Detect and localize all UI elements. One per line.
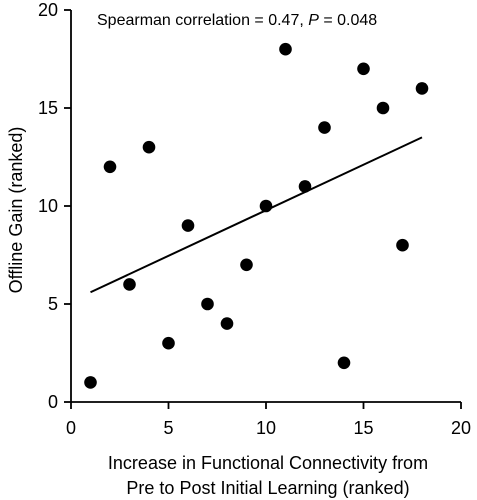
data-point: [240, 258, 253, 272]
y-axis-label: Offline Gain (ranked): [6, 127, 26, 294]
data-point: [142, 140, 156, 154]
x-tick-label: 10: [256, 418, 276, 438]
data-point: [396, 238, 409, 252]
data-point: [220, 317, 234, 330]
data-point: [259, 199, 273, 213]
chart-annotation: Spearman correlation = 0.47, P = 0.048: [97, 12, 377, 29]
data-point: [103, 160, 117, 174]
data-point: [318, 121, 331, 134]
x-axis-label-line-1: Increase in Functional Connectivity from: [108, 453, 428, 473]
y-tick-label: 15: [38, 98, 58, 118]
data-point: [337, 356, 351, 370]
axes: 0 5 10 15 20 0 5 10 15 20: [38, 0, 471, 438]
x-tick-label: 0: [66, 418, 76, 438]
data-points: [84, 42, 429, 389]
data-point: [181, 219, 195, 232]
data-point: [415, 82, 429, 95]
y-tick-label: 10: [38, 196, 58, 216]
x-tick-label: 15: [353, 418, 373, 438]
data-point: [279, 42, 292, 56]
data-point: [357, 62, 370, 76]
data-point: [123, 278, 136, 291]
data-point: [84, 376, 97, 389]
data-point: [376, 101, 390, 115]
x-axis-label-line-2: Pre to Post Initial Learning (ranked): [126, 478, 409, 498]
y-tick-label: 5: [48, 294, 58, 314]
x-tick-label: 5: [163, 418, 173, 438]
data-point: [201, 297, 214, 311]
annotation-p-symbol: P: [308, 12, 319, 29]
y-tick-label: 0: [48, 392, 58, 412]
x-tick-label: 20: [451, 418, 471, 438]
data-point: [162, 336, 175, 350]
annotation-prefix: Spearman correlation = 0.47,: [97, 12, 308, 29]
regression-line: [90, 136, 423, 294]
data-point: [298, 180, 312, 193]
y-tick-label: 20: [38, 0, 58, 20]
annotation-suffix: = 0.048: [319, 12, 377, 29]
